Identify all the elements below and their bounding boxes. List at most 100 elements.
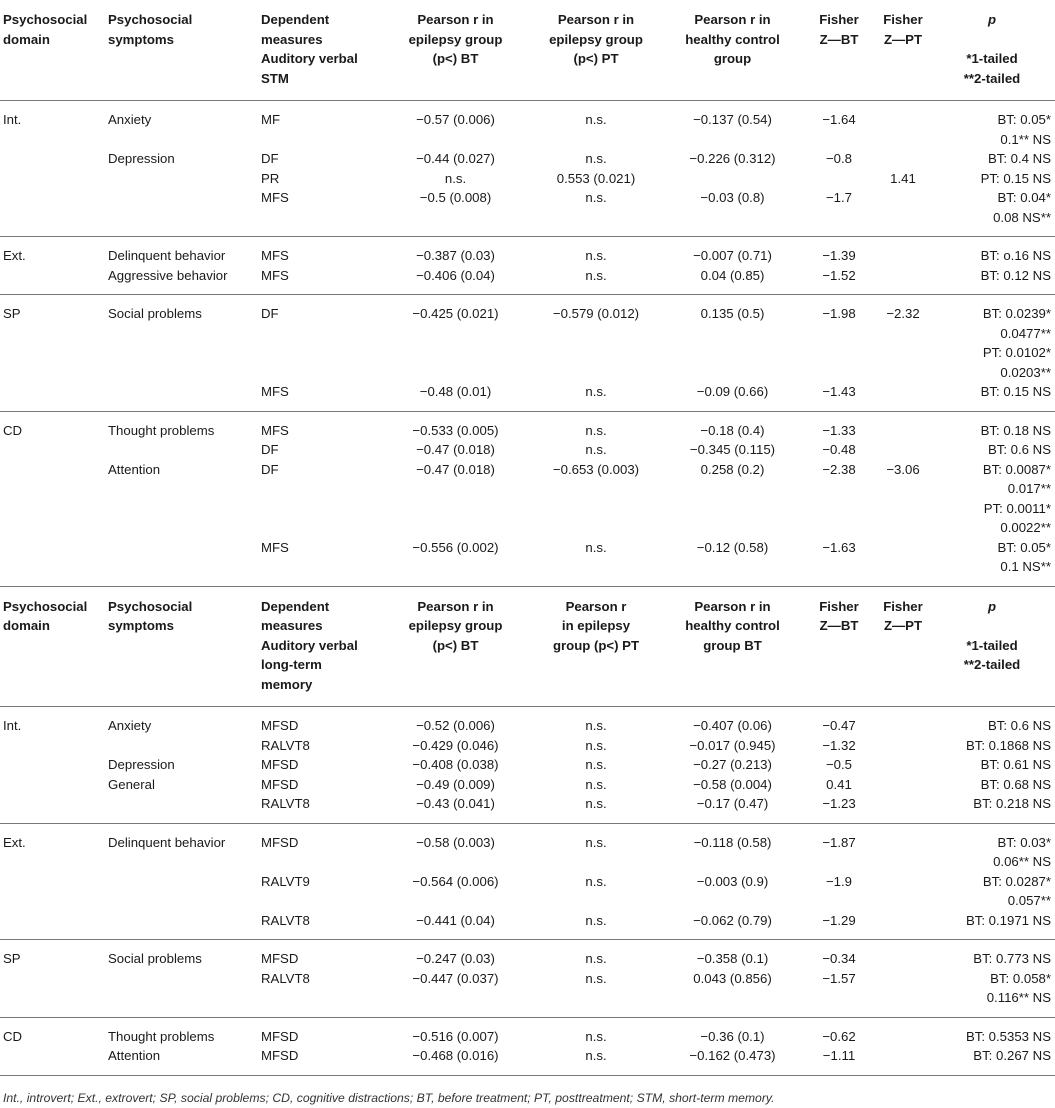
p-value-cell: BT: 0.61 NS xyxy=(933,755,1055,775)
pearson-bt-cell: −0.408 (0.038) xyxy=(379,755,532,775)
header-line: long-term xyxy=(261,655,379,675)
pearson-bt-cell: −0.57 (0.006) xyxy=(379,101,532,150)
pearson-hc-cell xyxy=(660,169,805,189)
header-line: Psychosocial xyxy=(108,10,261,30)
p-value-cell: BT: 0.6 NS xyxy=(933,707,1055,736)
domain-cell xyxy=(0,382,108,411)
domain-cell xyxy=(0,872,108,911)
p-value-line: BT: 0.4 NS xyxy=(933,149,1051,169)
pearson-hc-cell: −0.162 (0.473) xyxy=(660,1046,805,1075)
header-line: Dependent xyxy=(261,597,379,617)
measure-cell: RALVT8 xyxy=(261,969,379,1018)
pearson-pt-cell: n.s. xyxy=(532,382,660,411)
pearson-pt-cell: n.s. xyxy=(532,440,660,460)
fisher-bt-cell: −1.52 xyxy=(805,266,873,295)
pearson-hc-cell: −0.36 (0.1) xyxy=(660,1017,805,1046)
pearson-hc-cell: −0.58 (0.004) xyxy=(660,775,805,795)
header-line: (p<) BT xyxy=(379,49,532,69)
fisher-pt-cell xyxy=(873,440,933,460)
pearson-hc-cell: 0.04 (0.85) xyxy=(660,266,805,295)
table-row: RALVT8−0.43 (0.041)n.s.−0.17 (0.47)−1.23… xyxy=(0,794,1055,823)
header-line: group xyxy=(660,49,805,69)
table-row: RALVT8−0.441 (0.04)n.s.−0.062 (0.79)−1.2… xyxy=(0,911,1055,940)
header-line: symptoms xyxy=(108,30,261,50)
domain-cell xyxy=(0,1046,108,1075)
pearson-pt-cell: n.s. xyxy=(532,1046,660,1075)
measure-cell: MFS xyxy=(261,411,379,440)
fisher-pt-cell xyxy=(873,237,933,266)
pearson-bt-cell: −0.429 (0.046) xyxy=(379,736,532,756)
p-value-line: PT: 0.0102* xyxy=(933,343,1051,363)
header-line: Z—PT xyxy=(873,30,933,50)
domain-cell: Ext. xyxy=(0,237,108,266)
header-line: in epilepsy xyxy=(532,616,660,636)
header-line: healthy control xyxy=(660,616,805,636)
domain-cell: SP xyxy=(0,940,108,969)
header-p: p *1-tailed**2-tailed xyxy=(933,586,1055,707)
pearson-hc-cell: 0.258 (0.2) xyxy=(660,460,805,538)
p-value-line: BT: 0.12 NS xyxy=(933,266,1051,286)
measure-cell: MF xyxy=(261,101,379,150)
pearson-pt-cell: n.s. xyxy=(532,266,660,295)
header-line: measures xyxy=(261,30,379,50)
fisher-pt-cell xyxy=(873,1046,933,1075)
measure-cell: RALVT8 xyxy=(261,736,379,756)
symptom-cell xyxy=(108,911,261,940)
pearson-pt-cell: −0.653 (0.003) xyxy=(532,460,660,538)
domain-cell xyxy=(0,440,108,460)
p-value-line: BT: 0.15 NS xyxy=(933,382,1051,402)
pearson-hc-cell: −0.12 (0.58) xyxy=(660,538,805,587)
fisher-pt-cell xyxy=(873,794,933,823)
p-value-line: BT: 0.218 NS xyxy=(933,794,1051,814)
symptom-cell: Aggressive behavior xyxy=(108,266,261,295)
symptom-cell: Thought problems xyxy=(108,411,261,440)
pearson-pt-cell: n.s. xyxy=(532,940,660,969)
p-value-line: BT: 0.0239* xyxy=(933,304,1051,324)
header-line xyxy=(933,616,1051,636)
domain-cell: CD xyxy=(0,1017,108,1046)
p-value-line: BT: 0.6 NS xyxy=(933,716,1051,736)
pearson-bt-cell: −0.58 (0.003) xyxy=(379,823,532,872)
table-row: RALVT8−0.429 (0.046)n.s.−0.017 (0.945)−1… xyxy=(0,736,1055,756)
header-line: Auditory verbal xyxy=(261,49,379,69)
domain-cell xyxy=(0,460,108,538)
header-line: epilepsy group xyxy=(379,616,532,636)
measure-cell: DF xyxy=(261,460,379,538)
symptom-cell: General xyxy=(108,775,261,795)
symptom-cell: Depression xyxy=(108,149,261,169)
fisher-bt-cell: −1.7 xyxy=(805,188,873,237)
pearson-pt-cell: n.s. xyxy=(532,969,660,1018)
fisher-bt-cell: 0.41 xyxy=(805,775,873,795)
measure-cell: RALVT8 xyxy=(261,911,379,940)
pearson-pt-cell: n.s. xyxy=(532,411,660,440)
header-line: domain xyxy=(3,30,108,50)
pearson-bt-cell: −0.49 (0.009) xyxy=(379,775,532,795)
p-value-cell: BT: 0.68 NS xyxy=(933,775,1055,795)
pearson-pt-cell: n.s. xyxy=(532,101,660,150)
header-line: epilepsy group xyxy=(532,30,660,50)
header-line: Dependent xyxy=(261,10,379,30)
domain-cell xyxy=(0,188,108,237)
fisher-bt-cell: −1.57 xyxy=(805,969,873,1018)
fisher-pt-cell xyxy=(873,755,933,775)
pearson-pt-cell: n.s. xyxy=(532,755,660,775)
domain-cell: Ext. xyxy=(0,823,108,872)
table-row: RALVT9−0.564 (0.006)n.s.−0.003 (0.9)−1.9… xyxy=(0,872,1055,911)
domain-cell xyxy=(0,538,108,587)
p-value-cell: BT: 0.1868 NS xyxy=(933,736,1055,756)
domain-cell xyxy=(0,736,108,756)
pearson-bt-cell: −0.447 (0.037) xyxy=(379,969,532,1018)
pearson-bt-cell: −0.564 (0.006) xyxy=(379,872,532,911)
header-line: Z—BT xyxy=(805,30,873,50)
symptom-cell xyxy=(108,538,261,587)
p-value-line: PT: 0.15 NS xyxy=(933,169,1051,189)
measure-cell: MFSD xyxy=(261,1017,379,1046)
